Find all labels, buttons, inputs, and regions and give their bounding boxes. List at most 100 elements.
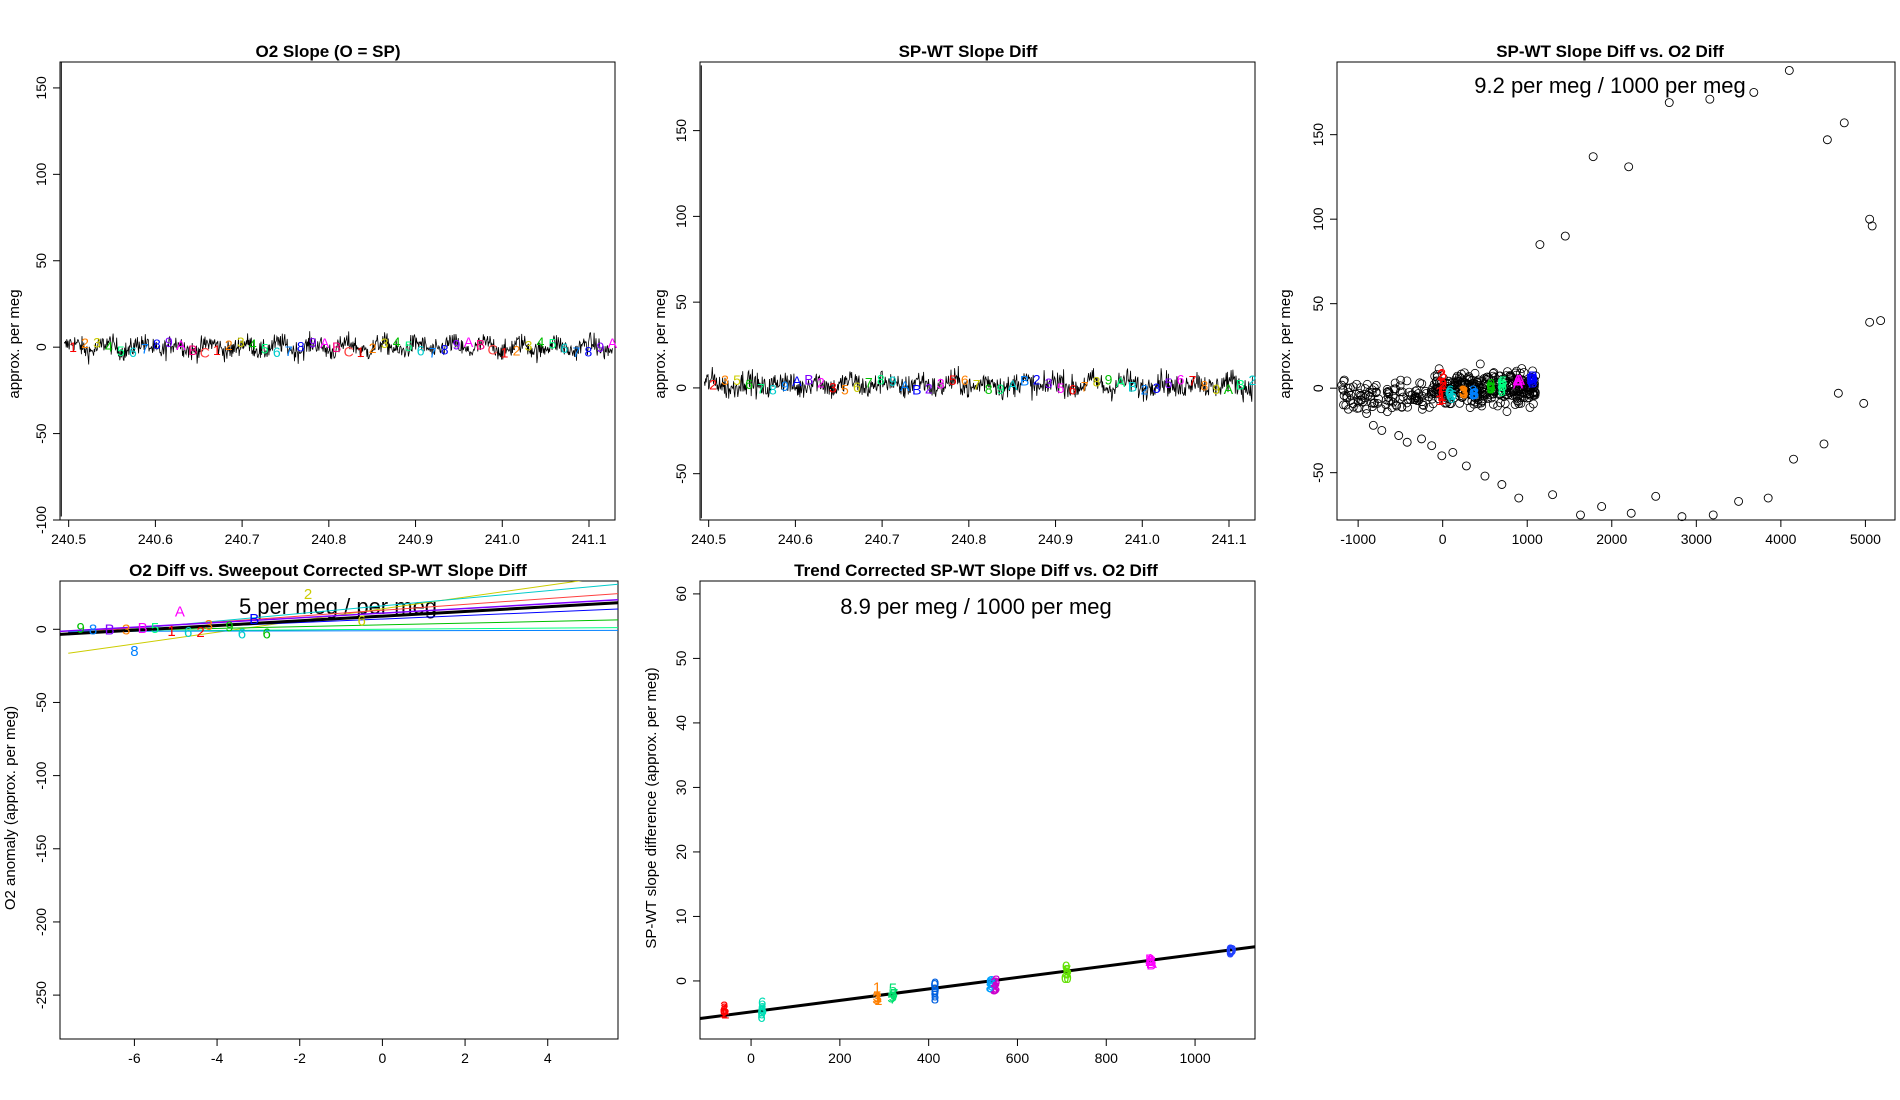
group-marker: 6 [1446, 385, 1454, 402]
series-marker: 1 [501, 344, 509, 360]
y-tick-label: 50 [673, 294, 689, 310]
group-marker: 5 [1063, 965, 1071, 982]
series-marker: A [1008, 377, 1018, 393]
y-tick-label: -50 [1310, 462, 1326, 482]
series-marker: 5 [549, 335, 557, 351]
scatter-point [1511, 370, 1521, 380]
y-tick-label: 50 [1310, 296, 1326, 312]
x-tick-label: 5000 [1850, 531, 1881, 547]
plot-frame [1336, 61, 1896, 521]
series-marker: 6 [417, 343, 425, 359]
scatter-point [1576, 510, 1585, 520]
group-marker: 5 [1499, 378, 1507, 395]
plot-frame [59, 580, 619, 1040]
group-marker: 6 [1447, 390, 1455, 407]
group-marker: 5 [887, 989, 895, 1006]
scatter-point [1455, 372, 1464, 382]
x-tick-label: 240.8 [311, 531, 346, 547]
y-tick-label: -50 [673, 463, 689, 483]
group-marker: 1 [1438, 388, 1446, 405]
scatter-point [1708, 510, 1718, 520]
group-marker: B [1528, 374, 1538, 391]
x-tick-label: 4 [544, 1050, 552, 1066]
scatter-point [1479, 384, 1489, 394]
panel-o2-slope: O2 Slope (O = SP) approx. per meg 240.5 2… [6, 42, 618, 547]
group-marker: 3 [1459, 383, 1467, 400]
x-tick-label: 1000 [1179, 1050, 1210, 1066]
group-marker: 0 [987, 978, 995, 995]
series-marker: B [476, 336, 485, 352]
slope-annotation: 8.9 per meg / 1000 per meg [840, 594, 1112, 619]
group-marker: A [1515, 372, 1525, 389]
series-marker: 9 [453, 336, 461, 352]
group-marker: 3 [991, 981, 999, 998]
scatter-point [1500, 374, 1510, 384]
scatter-point [1822, 135, 1832, 145]
series-marker: 6 [1177, 372, 1185, 388]
plot-frame [699, 61, 1256, 521]
group-marker: 0 [931, 975, 939, 992]
scatter-point [1445, 378, 1455, 388]
x-tick-label: 0 [747, 1050, 755, 1066]
group-marker: 8 [988, 976, 996, 993]
scatter-point [1337, 380, 1347, 390]
series-marker: 8 [153, 336, 161, 352]
group-marker: 2 [1438, 366, 1446, 383]
group-marker: 3 [1459, 385, 1467, 402]
panel-slope-diff-vs-o2-diff: SP-WT Slope Diff vs. O2 Diff 9.2 per meg… [1277, 42, 1896, 547]
y-tick-label: 100 [673, 204, 689, 228]
group-marker: 2 [304, 586, 312, 603]
scatter-point [1431, 388, 1441, 398]
x-tick-label: 2 [461, 1050, 469, 1066]
group-marker: 0 [1227, 941, 1235, 958]
x-tick-label: 0 [1439, 531, 1447, 547]
series-marker: 3 [237, 334, 245, 350]
series-marker: 3 [1153, 380, 1161, 396]
scatter-point [1390, 378, 1400, 388]
scatter-point [1402, 376, 1412, 386]
x-tick-label: 3000 [1681, 531, 1712, 547]
group-marker: 8 [1469, 386, 1477, 403]
scatter-point [1362, 404, 1371, 414]
scatter-point [1480, 471, 1490, 481]
scatter-point [1463, 396, 1472, 406]
group-marker: 1 [1437, 388, 1445, 405]
group-marker: A [1513, 372, 1523, 389]
scatter-point [1597, 502, 1607, 511]
y-axis-label: approx. per meg [652, 289, 669, 398]
series-marker: 5 [405, 338, 413, 354]
y-tick-label: -100 [33, 506, 49, 534]
group-marker: 3 [1459, 383, 1467, 400]
scatter-point [1501, 390, 1511, 400]
group-marker: A [1515, 372, 1525, 389]
scatter-point [1475, 359, 1485, 369]
series-marker: 3 [525, 338, 533, 354]
series-marker: 6 [561, 340, 569, 356]
group-marker: 3 [872, 991, 880, 1008]
series-marker: 2 [81, 335, 89, 351]
group-marker: 0 [986, 973, 994, 990]
scatter-point [1427, 394, 1437, 404]
scatter-point [1339, 391, 1349, 400]
group-marker: 6 [358, 613, 366, 630]
y-axis-label: SP-WT slope difference (approx. per meg) [643, 667, 660, 948]
group-marker: 1 [873, 989, 881, 1006]
group-marker: 2 [1439, 371, 1447, 388]
fit-lines-group [60, 581, 618, 654]
group-marker: 8 [1469, 386, 1477, 403]
group-marker: 7 [889, 990, 897, 1007]
series-marker: A [792, 373, 802, 389]
group-marker: 6 [1449, 387, 1457, 404]
scatter-point [1488, 384, 1498, 394]
series-marker: A [608, 335, 618, 351]
scatter-point [1523, 382, 1533, 392]
group-marker: 0 [931, 977, 939, 994]
series-marker: 5 [1165, 375, 1173, 391]
series-marker: 9 [165, 334, 173, 350]
series-marker: A [900, 378, 910, 394]
scatter-point [1488, 399, 1498, 409]
series-marker: 7 [757, 380, 765, 396]
scatter-point [1497, 480, 1507, 489]
y-tick-label: -100 [33, 761, 49, 789]
y-tick-label: 150 [33, 76, 49, 100]
